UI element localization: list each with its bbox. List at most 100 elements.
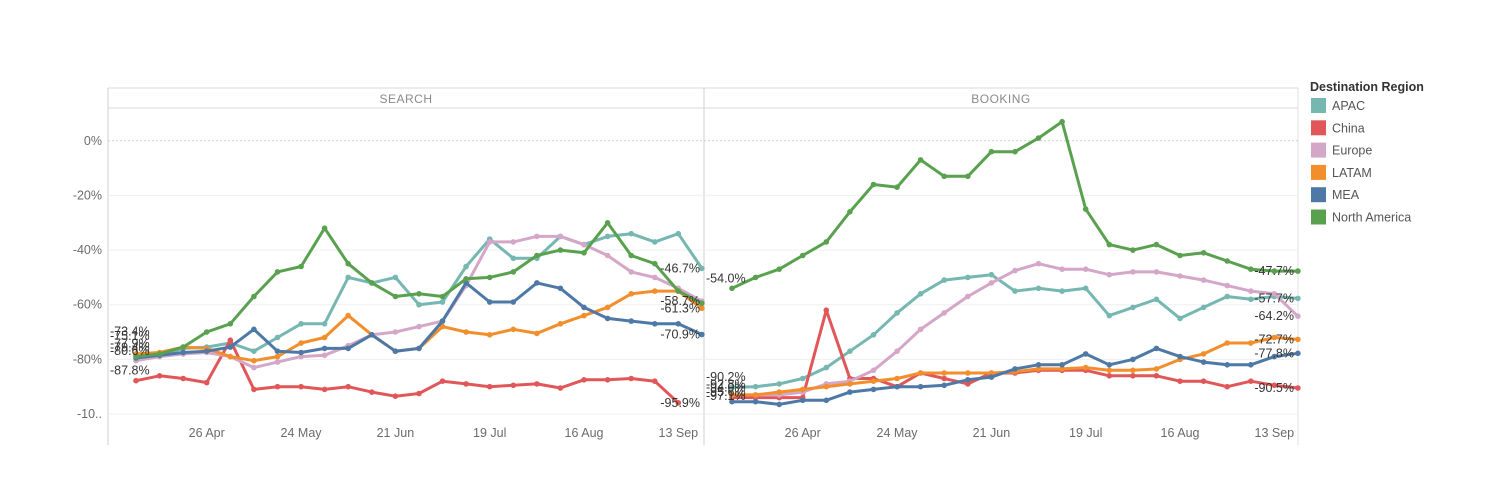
data-point-booking bbox=[823, 397, 830, 404]
data-point-search bbox=[699, 265, 705, 272]
series-line-booking-mea bbox=[730, 346, 1300, 406]
y-tick-label: -80% bbox=[73, 352, 102, 366]
data-point-booking bbox=[965, 370, 971, 376]
data-point-search bbox=[369, 280, 375, 286]
data-point-search bbox=[369, 332, 375, 338]
data-point-booking bbox=[1153, 296, 1160, 303]
data-point-search bbox=[463, 381, 469, 387]
data-point-booking bbox=[1224, 362, 1230, 368]
data-point-booking bbox=[941, 277, 947, 283]
data-point-search bbox=[652, 378, 658, 385]
data-point-search bbox=[392, 329, 399, 335]
data-point-booking bbox=[823, 383, 830, 390]
data-point-booking bbox=[965, 293, 971, 300]
data-point-search bbox=[416, 291, 422, 297]
legend-swatch-mea bbox=[1311, 187, 1326, 203]
data-point-search bbox=[439, 293, 446, 300]
data-point-search bbox=[392, 293, 399, 300]
data-point-booking bbox=[1082, 364, 1089, 371]
data-point-booking bbox=[1035, 366, 1042, 372]
series-line-search-north-america bbox=[134, 221, 704, 359]
data-point-booking bbox=[1082, 266, 1089, 273]
data-point-search bbox=[652, 260, 658, 267]
data-point-booking bbox=[1059, 118, 1065, 125]
y-tick-label: -60% bbox=[73, 298, 102, 312]
legend-swatch-china bbox=[1311, 120, 1326, 136]
data-point-booking bbox=[1224, 282, 1230, 289]
data-point-booking bbox=[1295, 350, 1301, 357]
data-label-start-search: -79.4% bbox=[110, 341, 150, 355]
data-point-booking bbox=[1106, 271, 1113, 278]
data-point-booking bbox=[1295, 336, 1301, 343]
data-label-start-search: -73.4% bbox=[110, 324, 150, 338]
data-point-booking bbox=[870, 367, 877, 374]
legend-label-latam: LATAM bbox=[1332, 166, 1372, 180]
data-point-booking bbox=[1035, 362, 1042, 368]
x-tick-label-booking: 16 Aug bbox=[1161, 426, 1200, 440]
data-point-booking bbox=[1106, 312, 1113, 319]
data-point-search bbox=[581, 377, 587, 383]
data-point-booking bbox=[894, 375, 900, 382]
data-point-booking bbox=[1200, 351, 1207, 357]
data-point-booking bbox=[1248, 266, 1254, 273]
data-point-search bbox=[274, 353, 281, 360]
data-point-booking bbox=[729, 285, 735, 292]
data-point-booking bbox=[1295, 295, 1301, 302]
data-point-booking bbox=[1106, 362, 1113, 368]
data-point-booking bbox=[1012, 288, 1018, 294]
data-point-search bbox=[557, 385, 564, 391]
data-point-search bbox=[345, 274, 352, 281]
data-point-search bbox=[298, 353, 304, 360]
data-label-end-search: -46.7% bbox=[660, 261, 700, 275]
data-point-booking bbox=[1012, 267, 1018, 274]
data-point-booking bbox=[965, 377, 971, 383]
data-point-booking bbox=[1059, 266, 1065, 273]
data-point-booking bbox=[1248, 296, 1254, 303]
data-point-search bbox=[227, 353, 234, 360]
data-point-booking bbox=[1200, 250, 1207, 256]
data-point-search bbox=[628, 318, 634, 324]
data-point-search bbox=[345, 345, 352, 352]
data-point-search bbox=[274, 348, 281, 355]
data-point-booking bbox=[1271, 291, 1278, 297]
data-point-booking bbox=[1177, 273, 1183, 279]
data-point-search bbox=[133, 377, 139, 384]
data-point-search bbox=[251, 357, 257, 364]
data-point-booking bbox=[1059, 288, 1065, 294]
legend-label-north-america: North America bbox=[1332, 211, 1411, 225]
data-point-search bbox=[251, 364, 257, 371]
data-point-booking bbox=[1224, 293, 1230, 300]
data-point-booking bbox=[1271, 382, 1278, 389]
legend-title: Destination Region bbox=[1310, 80, 1424, 94]
data-point-booking bbox=[799, 386, 806, 393]
data-label-end-booking: -77.8% bbox=[1254, 346, 1294, 360]
data-point-booking bbox=[894, 310, 900, 316]
data-point-search bbox=[628, 291, 634, 297]
data-point-booking bbox=[941, 375, 947, 382]
data-point-search bbox=[180, 349, 186, 356]
data-point-search bbox=[510, 239, 517, 245]
data-point-search bbox=[699, 300, 705, 307]
data-point-search bbox=[227, 344, 234, 350]
data-point-booking bbox=[988, 271, 995, 278]
data-point-search bbox=[463, 263, 469, 270]
data-point-booking bbox=[1106, 367, 1113, 374]
data-point-booking bbox=[1153, 345, 1160, 352]
data-point-search bbox=[463, 329, 469, 335]
data-point-search bbox=[345, 312, 352, 319]
data-point-search bbox=[510, 382, 517, 389]
data-point-search bbox=[392, 274, 399, 281]
data-point-search bbox=[439, 318, 446, 324]
data-point-search bbox=[156, 351, 163, 357]
data-label-start-search: -75.1% bbox=[110, 329, 150, 343]
series-line-booking-china bbox=[730, 308, 1300, 400]
data-point-booking bbox=[988, 374, 995, 380]
legend-swatch-latam bbox=[1311, 164, 1326, 180]
data-label-end-booking: -64.2% bbox=[1254, 309, 1294, 323]
data-point-booking bbox=[1130, 247, 1136, 253]
data-point-search bbox=[274, 269, 281, 275]
data-label-start-booking: -54.0% bbox=[706, 271, 746, 285]
data-point-search bbox=[581, 312, 587, 319]
data-point-search bbox=[534, 280, 540, 286]
